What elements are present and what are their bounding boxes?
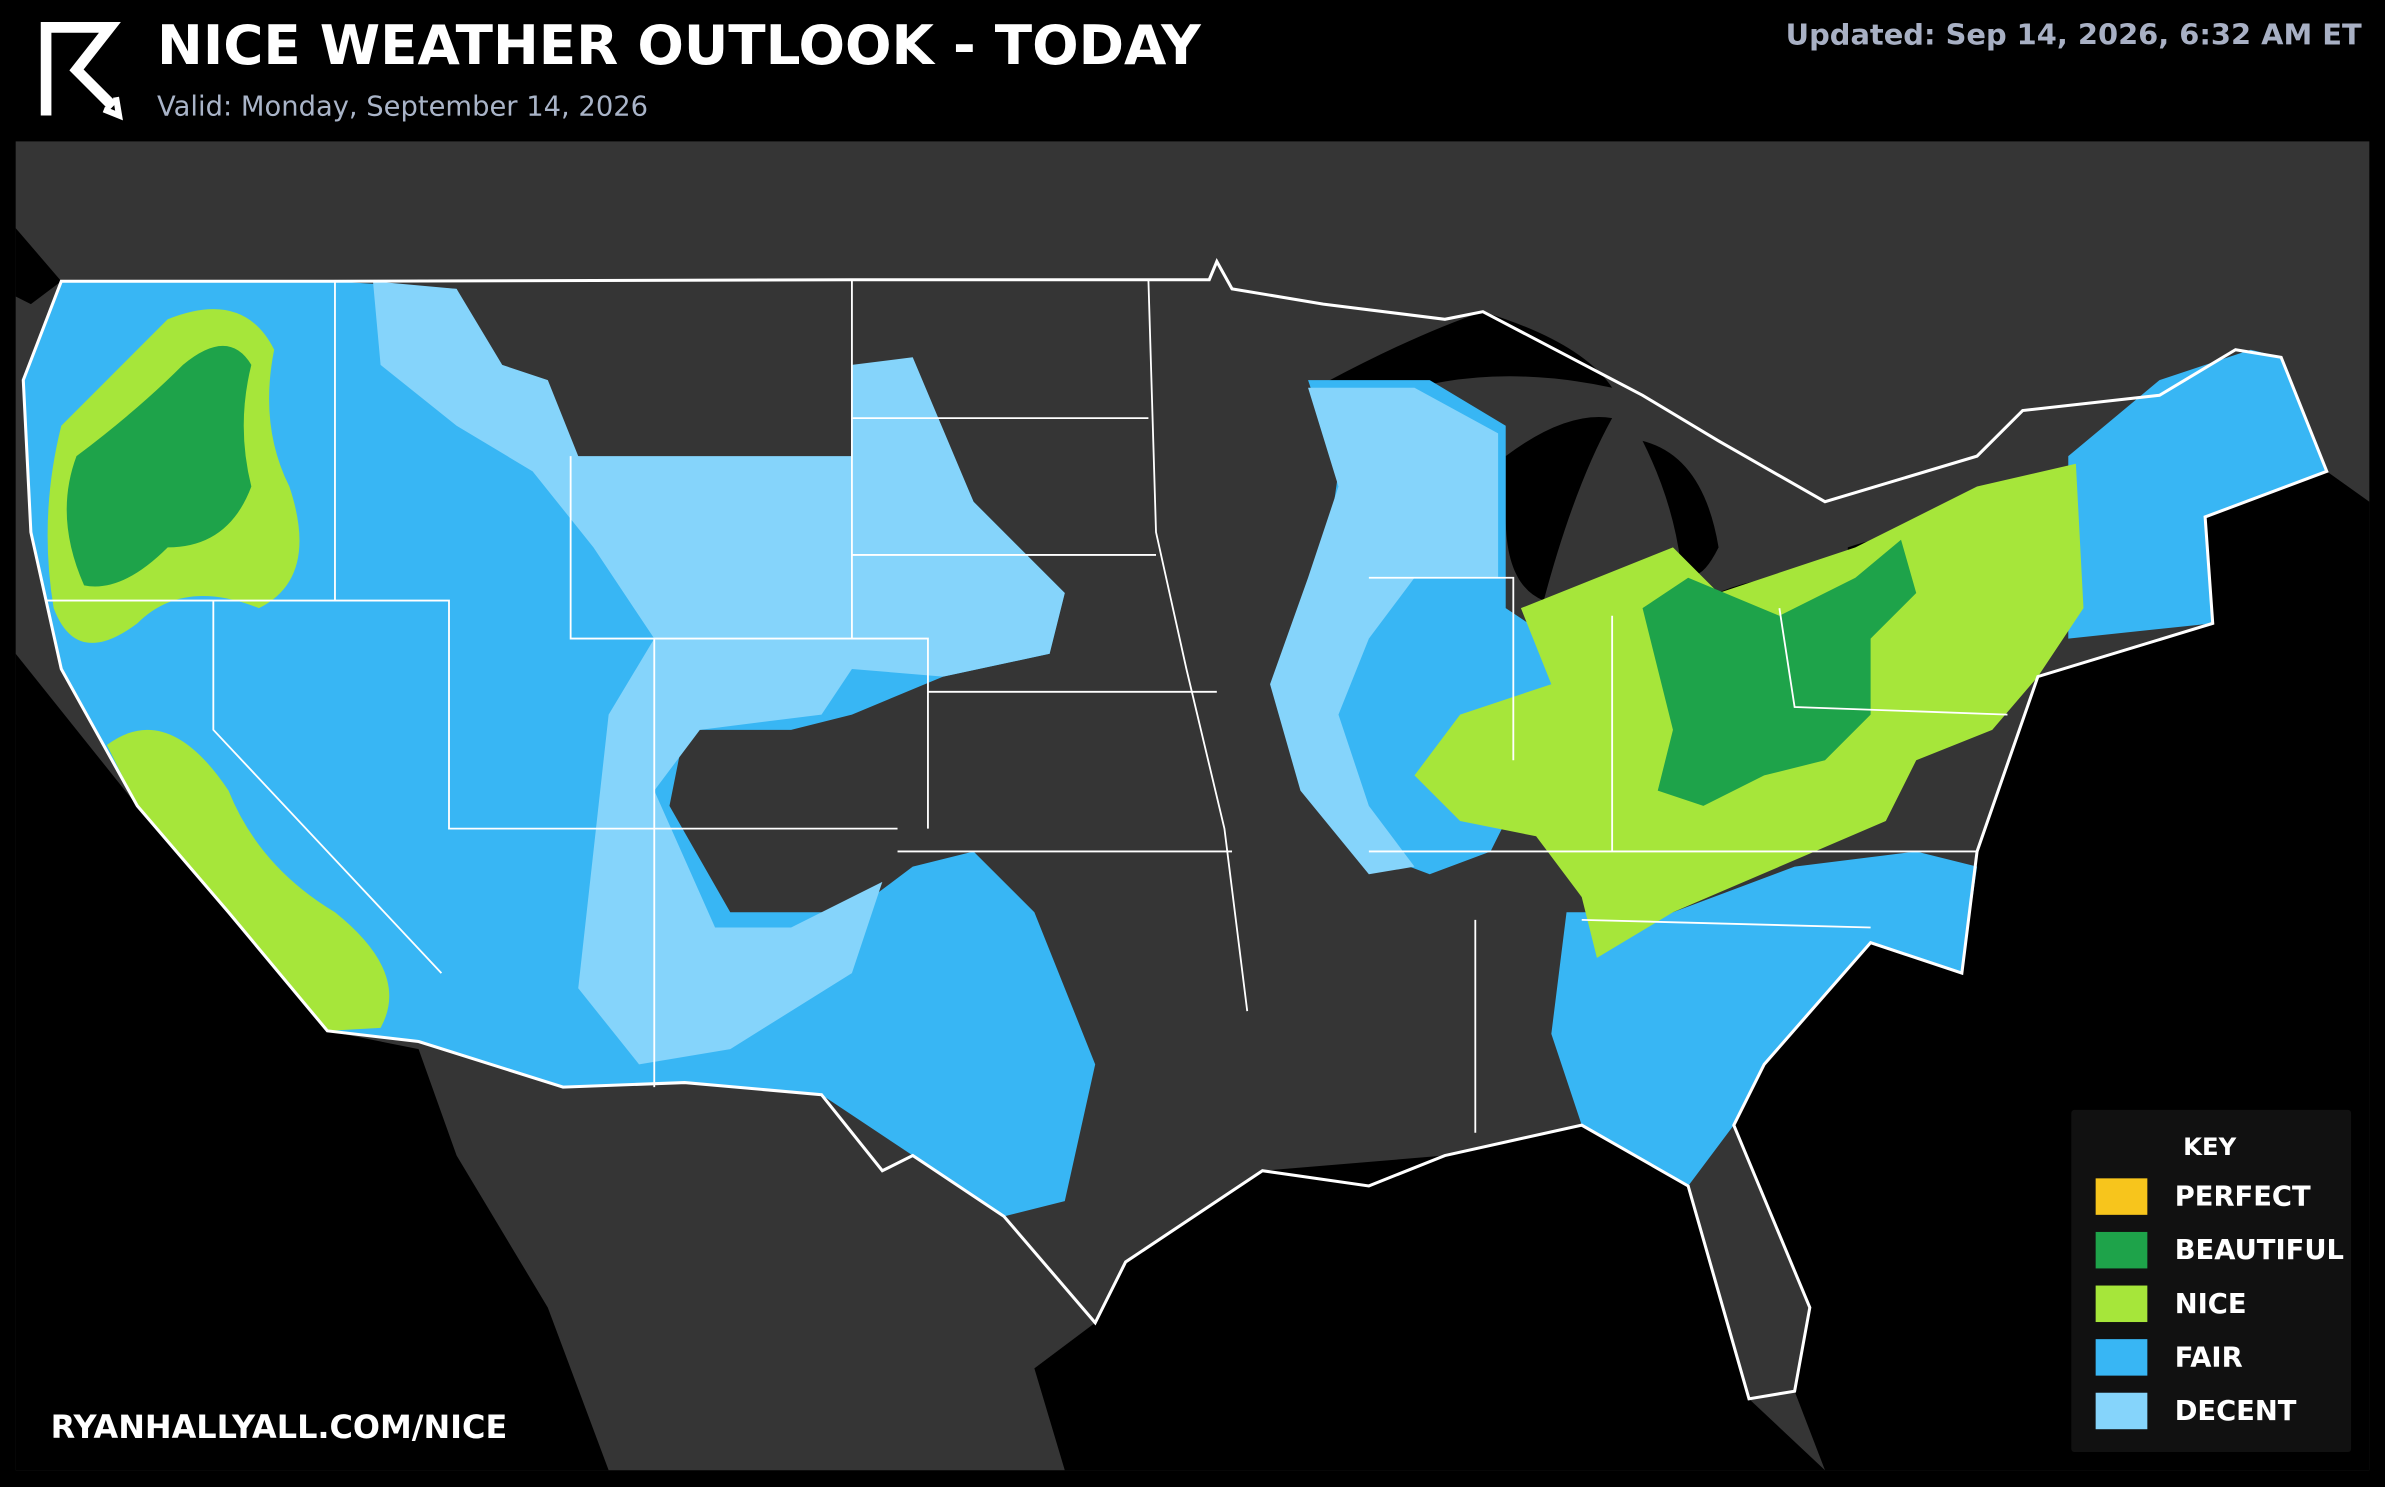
legend-swatch: [2095, 1231, 2148, 1269]
condition-areas: [23, 281, 2327, 1217]
area-beautiful: [1642, 539, 1917, 806]
legend-label: BEAUTIFUL: [2175, 1235, 2344, 1266]
area-fair: [1551, 851, 1978, 1186]
legend-swatch: [2095, 1285, 2148, 1323]
map: [15, 141, 2370, 1471]
title: NICE WEATHER OUTLOOK - TODAY: [157, 13, 1202, 77]
logo: [40, 22, 123, 121]
area-nice: [106, 729, 390, 1031]
area-decent: [1270, 387, 1499, 875]
legend-swatch: [2095, 1178, 2148, 1215]
legend-swatch: [2095, 1339, 2148, 1376]
area-beautiful: [66, 345, 252, 587]
subtitle: Valid: Monday, September 14, 2026: [157, 91, 648, 122]
borders: [21, 258, 2329, 1401]
footer-url: RYANHALLYALL.COM/NICE: [51, 1408, 508, 1446]
updated: Updated: Sep 14, 2026, 6:32 AM ET: [1786, 17, 2362, 51]
legend-label: PERFECT: [2175, 1182, 2311, 1213]
area-decent: [372, 281, 1065, 1065]
legend-label: FAIR: [2175, 1342, 2243, 1373]
legend-swatch: [2095, 1392, 2148, 1430]
legend-title: KEY: [2183, 1132, 2236, 1161]
area-fair: [2068, 349, 2327, 639]
legend: KEY PERFECT BEAUTIFUL NICE FAIR DECENT: [2071, 1109, 2352, 1453]
legend-label: DECENT: [2175, 1396, 2297, 1427]
legend-label: NICE: [2175, 1289, 2247, 1320]
